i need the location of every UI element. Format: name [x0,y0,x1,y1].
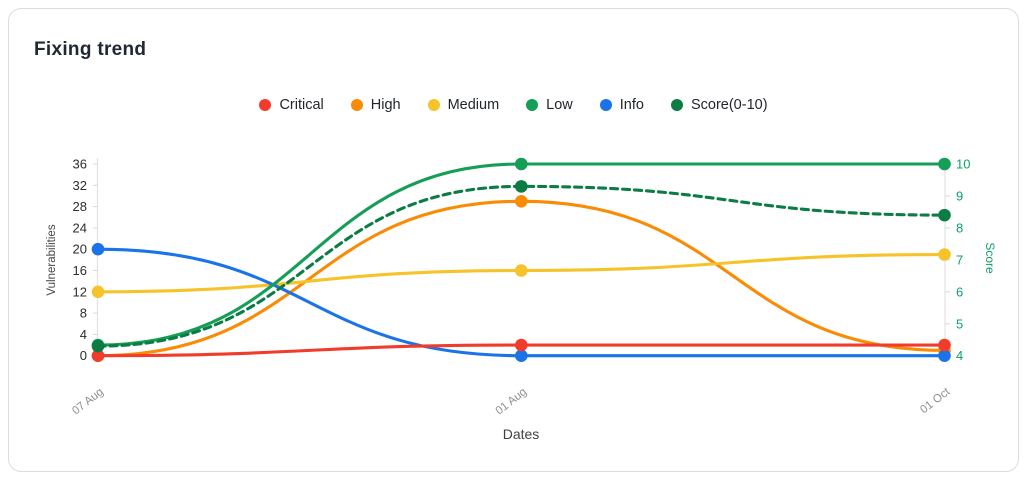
series-point-medium [91,285,105,299]
chart-title: Fixing trend [34,39,147,60]
legend-marker-icon [259,99,272,111]
legend-marker-icon [350,99,363,111]
legend-label: Low [546,97,573,113]
series-point-critical [91,349,105,363]
legend-label: Critical [279,97,324,113]
series-line-high [96,199,947,358]
legend-label: Score(0-10) [690,97,768,113]
left-axis-tick-label: 0 [80,348,87,363]
legend-label: High [370,97,401,113]
series-point-score-0-10 [938,208,951,222]
legend-item-high[interactable]: High [350,97,401,113]
x-axis-tick-label: 01 Oct [918,385,953,416]
fixing-trend-card: Fixing trend Critical High Medium Low Info Sc… [8,8,1019,472]
series-point-high [515,194,528,208]
left-axis-tick-label: 28 [73,199,87,214]
series-point-medium [938,248,951,261]
left-axis-tick-label: 20 [73,242,87,257]
y-right-axis-title: Score [983,242,997,274]
x-axis-title: Dates [503,426,540,442]
legend-marker-icon [599,99,612,111]
series-line-score-0-10 [96,184,947,348]
left-axis-tick-label: 16 [73,263,87,278]
series-point-score-0-10 [515,180,528,193]
left-axis-tick-label: 8 [80,306,87,321]
series-point-info [91,242,105,256]
series-point-info [938,349,951,363]
right-axis-tick-label: 9 [956,188,963,203]
left-axis-tick-label: 4 [80,327,87,342]
right-axis-tick-label: 5 [956,316,963,331]
x-axis-tick-label: 07 Aug [70,386,106,418]
legend-item-medium[interactable]: Medium [427,97,500,113]
legend-marker-icon [670,99,683,111]
right-axis-tick-label: 4 [956,348,963,363]
right-axis-tick-label: 10 [956,157,970,172]
legend-item-info[interactable]: Info [599,97,644,113]
series-point-critical [515,338,528,352]
series-point-score-0-10 [91,339,105,353]
left-axis-tick-label: 32 [73,178,87,193]
left-axis-tick-label: 36 [73,157,87,172]
y-left-axis-title: Vulnerabilities [46,224,58,295]
chart-legend: Critical High Medium Low Info Score(0-10) [9,97,1018,113]
left-axis-tick-label: 12 [73,284,87,299]
legend-marker-icon [427,99,440,111]
series-point-low [938,157,951,171]
right-axis-tick-label: 7 [956,252,963,267]
x-axis-tick-label: 01 Aug [494,386,530,418]
series-line-info [96,247,947,358]
legend-item-score-0-10[interactable]: Score(0-10) [670,97,768,113]
series-point-medium [515,264,528,277]
legend-item-critical[interactable]: Critical [259,97,324,113]
legend-label: Info [619,97,644,113]
left-axis-tick-label: 24 [73,220,87,235]
right-axis-tick-label: 6 [956,284,963,299]
legend-marker-icon [526,99,539,111]
series-line-low [96,162,947,347]
series-point-low [515,157,528,171]
legend-item-low[interactable]: Low [526,97,573,113]
series-point-critical [938,338,951,352]
right-axis-tick-label: 8 [956,220,963,235]
legend-label: Medium [447,97,500,113]
series-point-info [515,349,528,363]
fixing-trend-chart: 0 4 8 12 16 20 24 28 32 36 4 5 6 7 8 9 10 Vulnerabilities… [46,157,997,443]
